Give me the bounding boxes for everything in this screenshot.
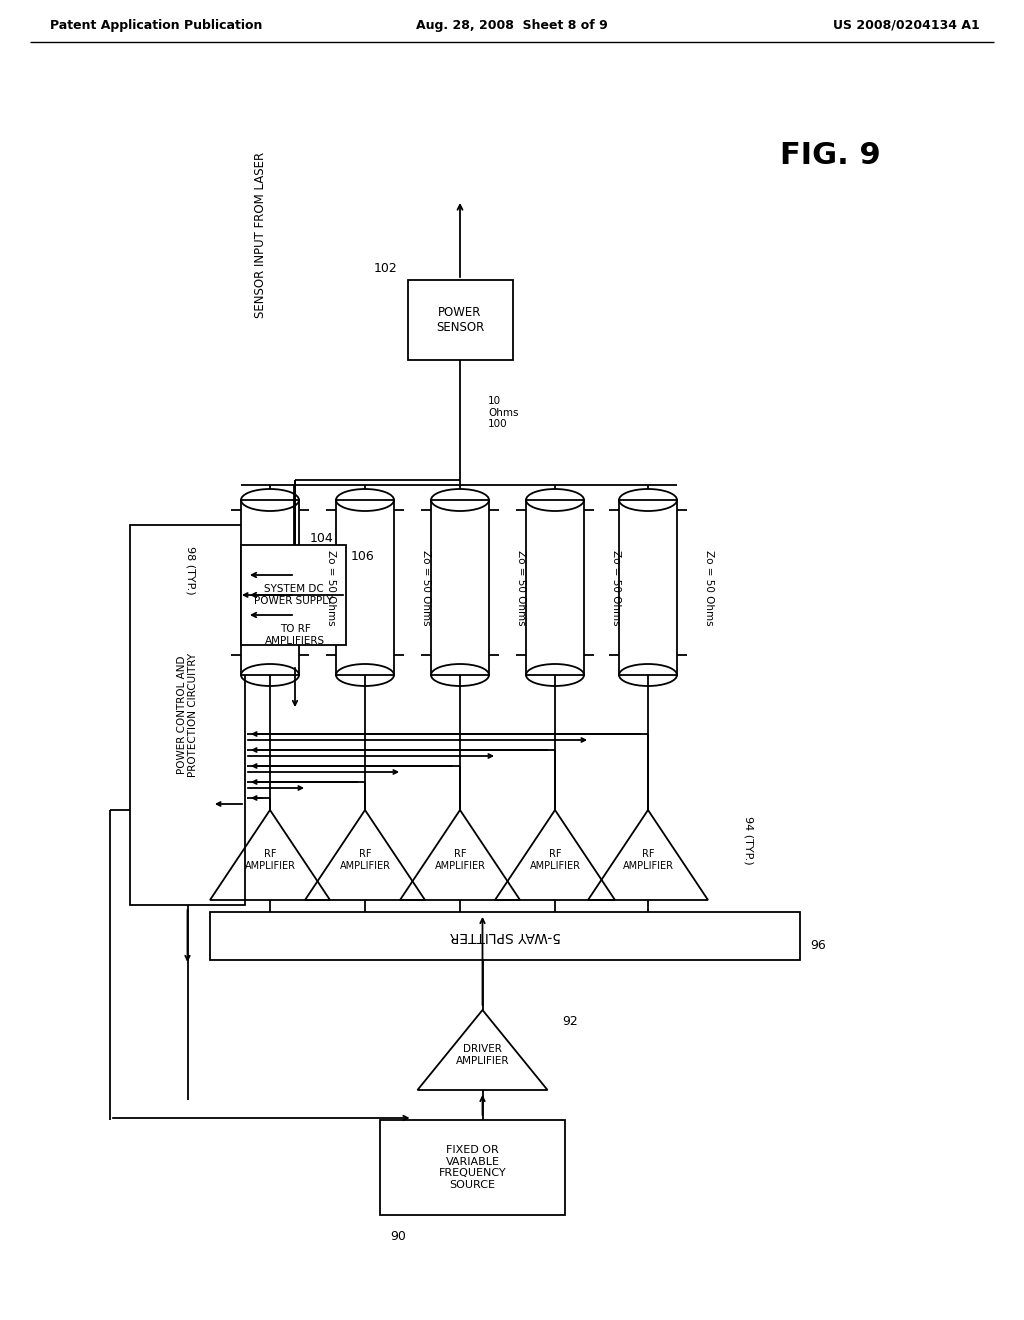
Text: 104: 104 xyxy=(310,532,334,545)
Bar xyxy=(526,500,584,675)
Text: Zo = 50 Ohms: Zo = 50 Ohms xyxy=(705,549,714,626)
Bar xyxy=(241,545,346,645)
Text: RF
AMPLIFIER: RF AMPLIFIER xyxy=(434,849,485,871)
Text: 10
Ohms
100: 10 Ohms 100 xyxy=(488,396,518,429)
Text: 90: 90 xyxy=(390,1230,406,1243)
Text: RF
AMPLIFIER: RF AMPLIFIER xyxy=(340,849,390,871)
Bar xyxy=(408,280,512,360)
Text: TO RF
AMPLIFIERS: TO RF AMPLIFIERS xyxy=(265,624,325,645)
Text: FIG. 9: FIG. 9 xyxy=(779,140,881,169)
Bar xyxy=(130,525,245,906)
Text: 106: 106 xyxy=(351,550,375,564)
Text: 94 (TYP.): 94 (TYP.) xyxy=(743,816,753,865)
Bar xyxy=(336,500,394,675)
Bar xyxy=(210,912,800,960)
Text: FIXED OR
VARIABLE
FREQUENCY
SOURCE: FIXED OR VARIABLE FREQUENCY SOURCE xyxy=(438,1144,506,1189)
Text: 98 (TYP.): 98 (TYP.) xyxy=(185,545,195,594)
Text: Zo = 50 Ohms: Zo = 50 Ohms xyxy=(611,549,621,626)
Text: 92: 92 xyxy=(562,1015,579,1028)
Text: POWER
SENSOR: POWER SENSOR xyxy=(436,306,484,334)
Bar xyxy=(380,1119,565,1214)
Text: 96: 96 xyxy=(810,939,825,952)
Text: RF
AMPLIFIER: RF AMPLIFIER xyxy=(623,849,674,871)
Text: DRIVER
AMPLIFIER: DRIVER AMPLIFIER xyxy=(456,1044,509,1065)
Text: POWER CONTROL AND
PROTECTION CIRCUITRY: POWER CONTROL AND PROTECTION CIRCUITRY xyxy=(177,653,199,777)
Text: 5-WAY SPLITTER: 5-WAY SPLITTER xyxy=(450,929,560,942)
Text: Zo = 50 Ohms: Zo = 50 Ohms xyxy=(516,549,526,626)
Text: RF
AMPLIFIER: RF AMPLIFIER xyxy=(245,849,296,871)
Text: Zo = 50 Ohms: Zo = 50 Ohms xyxy=(421,549,431,626)
Text: Zo = 50 Ohms: Zo = 50 Ohms xyxy=(326,549,336,626)
Text: Patent Application Publication: Patent Application Publication xyxy=(50,18,262,32)
Text: 102: 102 xyxy=(374,261,397,275)
Bar xyxy=(431,500,489,675)
Bar xyxy=(618,500,677,675)
Text: SENSOR INPUT FROM LASER: SENSOR INPUT FROM LASER xyxy=(254,152,266,318)
Text: SYSTEM DC
POWER SUPPLY: SYSTEM DC POWER SUPPLY xyxy=(254,585,333,606)
Text: US 2008/0204134 A1: US 2008/0204134 A1 xyxy=(834,18,980,32)
Bar xyxy=(241,500,299,675)
Text: Aug. 28, 2008  Sheet 8 of 9: Aug. 28, 2008 Sheet 8 of 9 xyxy=(416,18,608,32)
Text: RF
AMPLIFIER: RF AMPLIFIER xyxy=(529,849,581,871)
